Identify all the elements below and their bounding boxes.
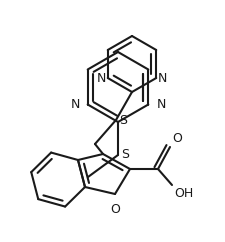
Text: N: N: [158, 71, 168, 84]
Text: O: O: [172, 132, 182, 145]
Text: O: O: [110, 203, 120, 216]
Text: N: N: [70, 98, 80, 111]
Text: S: S: [121, 149, 129, 161]
Text: N: N: [156, 98, 166, 111]
Text: S: S: [119, 113, 127, 127]
Text: OH: OH: [174, 187, 193, 200]
Text: N: N: [96, 71, 106, 84]
